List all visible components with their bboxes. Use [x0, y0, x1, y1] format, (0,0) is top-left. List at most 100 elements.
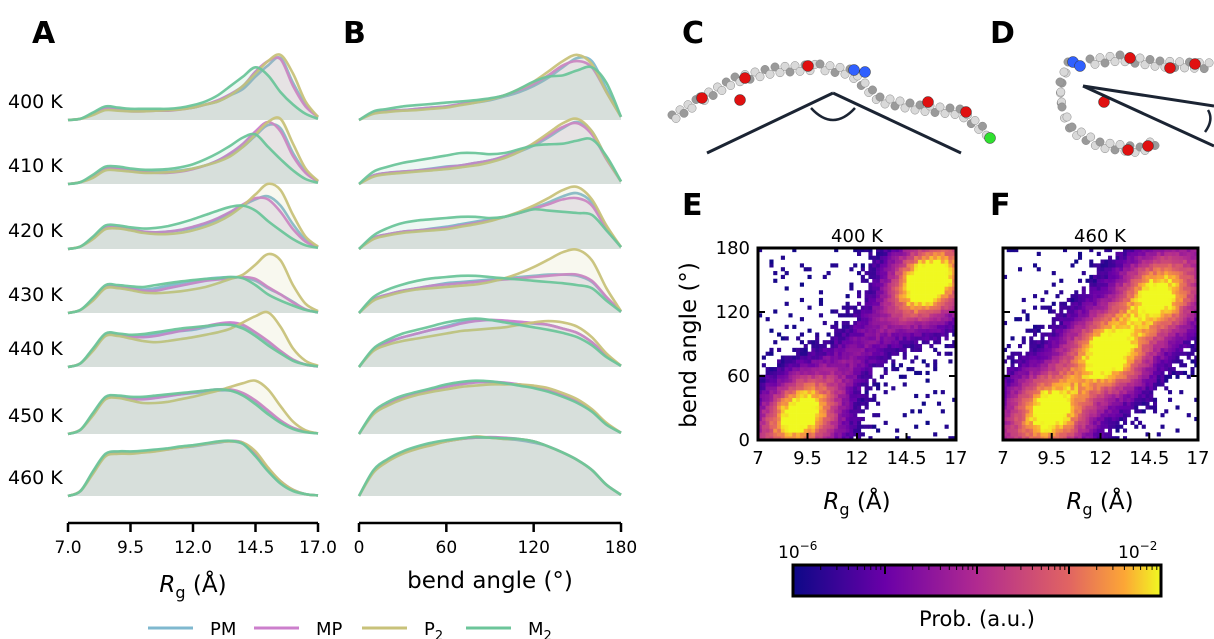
- heatmap-cell: [898, 271, 903, 276]
- heatmap-cell: [872, 320, 877, 326]
- heatmap-cell: [1025, 409, 1030, 414]
- ridge-fill: [359, 437, 621, 496]
- heatmap-cell: [1040, 351, 1045, 356]
- heatmap-cell: [780, 393, 785, 399]
- heatmap-cell: [1089, 424, 1094, 429]
- atom: [835, 62, 845, 72]
- heatmap-cell: [834, 378, 839, 383]
- heatmap-cell: [1190, 271, 1195, 276]
- heatmap-cell: [1111, 259, 1116, 264]
- heatmap-cell: [1160, 259, 1165, 264]
- heatmap-cell: [910, 367, 915, 372]
- heatmap-cell: [1018, 374, 1023, 379]
- heatmap-cell: [906, 367, 911, 372]
- heatmap-cell: [860, 263, 865, 268]
- heatmap-cell: [1130, 282, 1135, 287]
- heatmap-cell: [1044, 367, 1049, 372]
- heatmap-cell: [830, 355, 835, 360]
- heatmap-cell: [948, 259, 953, 264]
- heatmap-cell: [864, 297, 869, 303]
- heatmap-cell: [1123, 255, 1128, 260]
- heatmap-cell: [845, 393, 850, 399]
- ridge-row: [67, 53, 320, 122]
- heatmap-cell: [1096, 347, 1101, 352]
- heatmap-cell: [921, 359, 926, 364]
- heatmap-cell: [864, 248, 869, 253]
- heatmap-cell: [830, 336, 835, 341]
- x-label-e-main: R: [823, 489, 839, 515]
- heatmap-cell: [1040, 397, 1045, 402]
- heatmap-cell: [1044, 363, 1049, 368]
- heatmap-cell: [1164, 363, 1169, 368]
- heatmap-cell: [773, 378, 778, 383]
- heatmap-cell: [815, 401, 820, 406]
- heatmap-cell: [921, 286, 926, 291]
- heatmap-cell: [1010, 336, 1015, 341]
- heatmap-cell: [1066, 409, 1071, 414]
- heatmap-cell: [1074, 355, 1079, 360]
- heatmap-cell: [769, 382, 774, 387]
- heatmap-cell: [1168, 248, 1173, 253]
- heatmap-cell: [765, 416, 770, 422]
- heatmap-cell: [929, 290, 934, 295]
- heatmap-cell: [1066, 386, 1071, 391]
- heatmap-cell: [902, 336, 907, 341]
- heatmap-cell: [940, 309, 945, 314]
- heatmap-cell: [769, 420, 774, 425]
- heatmap-cell: [1175, 290, 1180, 295]
- heatmap-cell: [948, 313, 953, 318]
- heatmap-cell: [845, 313, 850, 318]
- heatmap-cell: [872, 271, 877, 276]
- heatmap-cell: [879, 336, 884, 341]
- heatmap-cell: [1141, 286, 1146, 291]
- heatmap-cell: [1078, 359, 1083, 364]
- heatmap-cell: [933, 259, 938, 264]
- heatmap-cell: [845, 416, 850, 422]
- heatmap-cell: [1108, 405, 1113, 410]
- heatmap-cell: [1093, 436, 1098, 440]
- heatmap-cell: [857, 248, 862, 253]
- heatmap-cell: [883, 286, 888, 291]
- heatmap-cell: [1074, 367, 1079, 372]
- heatmap-cell: [895, 251, 900, 256]
- heatmap-cell: [857, 355, 862, 360]
- heatmap-cell: [1138, 248, 1143, 253]
- heatmap-cell: [826, 363, 831, 368]
- heatmap-cell: [1126, 390, 1131, 395]
- heatmap-cell: [917, 301, 923, 306]
- heatmap-cell: [895, 274, 900, 280]
- heatmap-cell: [1044, 370, 1049, 376]
- heatmap-cell: [1074, 390, 1079, 395]
- heatmap-cell: [1089, 409, 1094, 414]
- heatmap-cell: [1115, 351, 1120, 356]
- heatmap-cell: [1130, 374, 1135, 379]
- heatmap-cell: [1186, 255, 1191, 260]
- heatmap-cell: [1066, 420, 1071, 425]
- heatmap-cell: [1156, 255, 1161, 260]
- heatmap-cell: [1048, 390, 1053, 395]
- heatmap-cell: [769, 328, 774, 333]
- heatmap-cell: [1044, 428, 1049, 433]
- heatmap-cell: [857, 344, 862, 349]
- heatmap-cell: [1044, 386, 1049, 391]
- heatmap-cell: [1096, 393, 1101, 399]
- ridge-row: [357, 435, 622, 497]
- heatmap-cell: [830, 413, 835, 418]
- heatmap-cell: [822, 340, 827, 345]
- heatmap-cell: [1018, 378, 1023, 383]
- heatmap-cell: [883, 317, 888, 322]
- heatmap-cell: [758, 436, 763, 440]
- ridge-fill: [68, 124, 318, 184]
- heatmap-cell: [853, 363, 858, 368]
- heatmap-cell: [1081, 347, 1086, 352]
- heatmap-cell: [1168, 363, 1173, 368]
- heatmap-cell: [1171, 324, 1176, 329]
- heatmap-cell: [1194, 416, 1199, 422]
- heatmap-cell: [834, 320, 839, 326]
- heatmap-cell: [1100, 320, 1105, 326]
- heatmap-cell: [1149, 351, 1154, 356]
- heatmap-cell: [1160, 336, 1165, 341]
- heatmap-cell: [1081, 432, 1086, 437]
- heatmap-cell: [788, 355, 793, 360]
- heatmap-cell: [1126, 328, 1131, 333]
